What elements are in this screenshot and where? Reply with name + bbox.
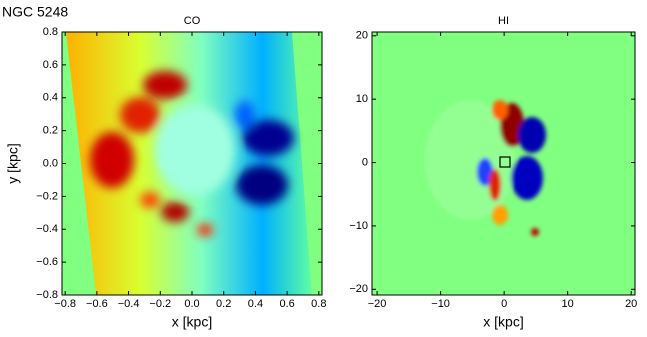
y-tick-label: −20 (349, 283, 368, 295)
y-tick-label: −0.4 (36, 223, 58, 235)
y-tick-label: 0.0 (43, 157, 58, 169)
x-tick-label: −0.8 (54, 298, 76, 310)
x-tick-label: −0.6 (86, 298, 108, 310)
map-blob (120, 97, 160, 133)
x-tick-label: 0.2 (216, 298, 231, 310)
x-axis-label: x [kpc] (172, 314, 212, 330)
map-features (425, 100, 546, 236)
y-tick-label: 0.2 (43, 125, 58, 137)
marker-box (499, 156, 511, 168)
axes-title: HI (498, 15, 509, 27)
map-blob (143, 71, 187, 99)
map-blob (511, 156, 543, 200)
x-tick-label: 0.6 (279, 298, 294, 310)
y-tick-label: 0.4 (43, 92, 58, 104)
map-blob (197, 224, 213, 236)
x-tick-label: 10 (562, 298, 574, 310)
y-tick-label: 10 (356, 93, 368, 105)
y-tick-label: 0.6 (43, 59, 58, 71)
map-blob (161, 202, 189, 222)
y-tick-label: 0 (362, 156, 368, 168)
axes-frame (371, 31, 636, 296)
x-tick-label: −20 (368, 298, 387, 310)
map-blob (531, 228, 539, 236)
hi-map (372, 32, 635, 295)
x-tick-label: 20 (625, 298, 637, 310)
x-tick-label: 0.4 (248, 298, 263, 310)
map-blob (489, 169, 501, 201)
x-tick-label: 0 (501, 298, 507, 310)
map-blob (242, 120, 294, 156)
x-tick-label: −10 (431, 298, 450, 310)
y-tick-label: −0.2 (36, 190, 58, 202)
y-tick-label: −10 (349, 220, 368, 232)
x-tick-label: 0.0 (184, 298, 199, 310)
map-blob (140, 192, 160, 208)
map-blob (518, 117, 546, 153)
co-map (62, 32, 322, 295)
x-tick-label: −0.2 (149, 298, 171, 310)
x-tick-label: −0.4 (118, 298, 140, 310)
map-blob (155, 105, 235, 195)
y-tick-label: 20 (356, 30, 368, 42)
y-tick-label: −0.8 (36, 289, 58, 301)
map-blob (477, 158, 493, 186)
map-blob (492, 205, 508, 225)
map-blob (235, 101, 255, 129)
y-tick-label: −0.6 (36, 256, 58, 268)
figure-title: NGC 5248 (2, 4, 68, 20)
x-axis-label: x [kpc] (483, 314, 523, 330)
axes-title: CO (184, 15, 201, 27)
map-blob (492, 100, 508, 120)
map-blob (236, 165, 288, 205)
map-features (90, 71, 294, 236)
map-blob (90, 132, 134, 188)
y-axis-label: y [kpc] (5, 143, 21, 183)
x-tick-label: 0.8 (311, 298, 326, 310)
y-tick-label: 0.8 (43, 26, 58, 38)
